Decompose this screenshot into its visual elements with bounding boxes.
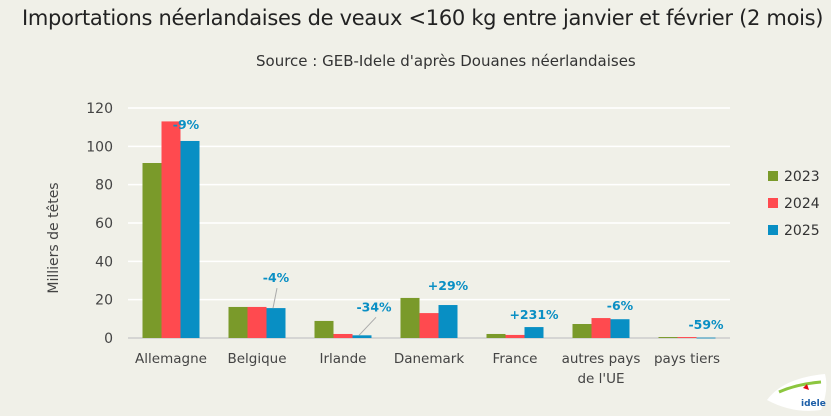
bar-2024 (247, 306, 267, 338)
y-tick-label: 120 (86, 101, 113, 117)
annotation-leader (358, 316, 377, 336)
legend-label-2024: 2024 (784, 196, 820, 212)
x-tick-label: Belgique (227, 351, 286, 367)
x-tick-label: France (493, 351, 538, 367)
x-tick-label: pays tiers (654, 351, 720, 367)
legend-swatch-2024 (768, 198, 778, 208)
x-tick-label: Allemagne (135, 351, 207, 367)
bar-2024 (419, 313, 439, 338)
bar-2023 (400, 297, 420, 338)
legend-label-2025: 2025 (784, 223, 820, 239)
y-tick-label: 80 (95, 178, 113, 194)
y-axis-label: Milliers de têtes (46, 182, 62, 293)
legend-swatch-2023 (768, 171, 778, 181)
logo-text: idele (801, 399, 826, 409)
x-tick-label: Danemark (394, 351, 465, 367)
bar-2025 (180, 140, 200, 338)
x-tick-label: autres pays (562, 351, 641, 367)
y-tick-label: 40 (95, 254, 113, 270)
x-tick-label: de l'UE (577, 371, 624, 387)
y-tick-label: 100 (86, 139, 113, 155)
y-tick-label: 60 (95, 216, 113, 232)
bar-2023 (314, 320, 334, 338)
bar-2023 (486, 333, 506, 338)
change-label: -6% (607, 298, 634, 313)
y-tick-label: 20 (95, 293, 113, 309)
bar-2025 (524, 327, 544, 338)
change-label: +29% (428, 278, 469, 293)
change-label: -9% (173, 117, 200, 132)
bar-2025 (438, 305, 458, 338)
bar-2023 (658, 337, 678, 338)
change-label: +231% (509, 307, 559, 322)
legend-swatch-2025 (768, 225, 778, 235)
change-label: -59% (688, 317, 724, 332)
idele-logo: idele (767, 374, 827, 411)
y-tick-label: 0 (104, 331, 113, 347)
bar-2024 (333, 333, 353, 338)
bar-2023 (572, 324, 592, 338)
legend-label-2023: 2023 (784, 169, 820, 185)
change-label: -4% (263, 270, 290, 285)
chart-title: Importations néerlandaises de veaux <160… (22, 6, 824, 30)
bar-2025 (352, 335, 372, 338)
bar-2024 (505, 334, 525, 338)
bar-2023 (142, 163, 162, 338)
annotation-leader (272, 288, 278, 309)
chart-subtitle: Source : GEB-Idele d'après Douanes néerl… (256, 52, 636, 70)
bar-2023 (228, 306, 248, 338)
bar-2025 (266, 308, 286, 338)
x-tick-label: Irlande (320, 351, 367, 367)
bar-2025 (610, 319, 630, 338)
bar-2024 (591, 318, 611, 338)
bar-2024 (677, 337, 697, 338)
bar-2025 (696, 337, 716, 339)
bar-2024 (161, 121, 181, 339)
change-label: -34% (356, 299, 392, 314)
